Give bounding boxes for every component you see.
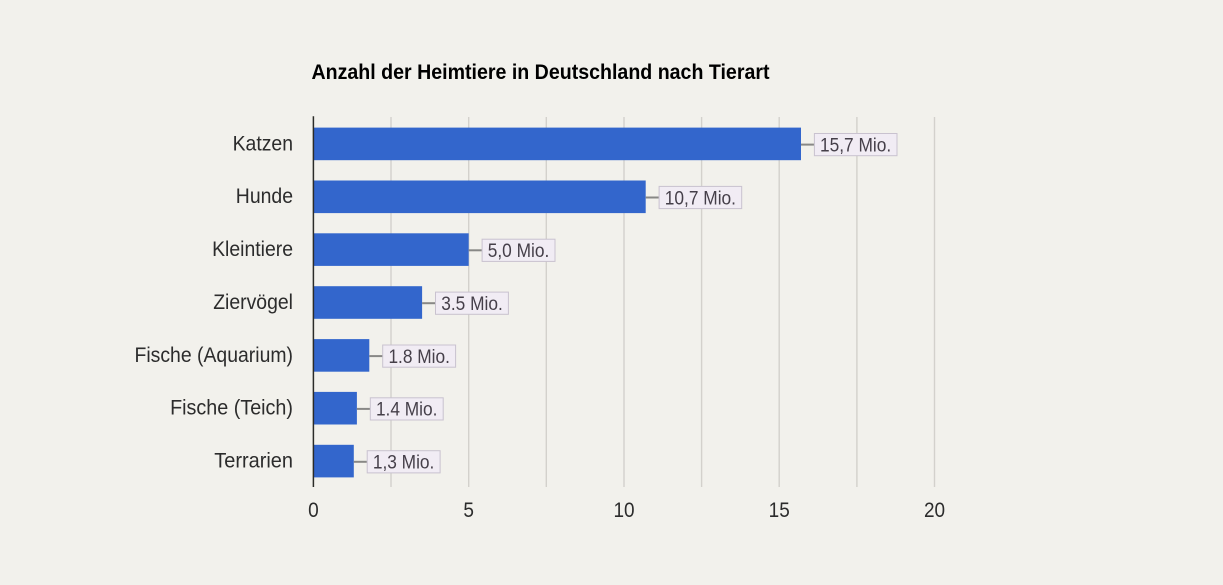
svg-text:10,7 Mio.: 10,7 Mio.	[665, 187, 736, 209]
svg-text:1,3 Mio.: 1,3 Mio.	[373, 452, 435, 474]
svg-text:5,0 Mio.: 5,0 Mio.	[488, 240, 550, 262]
svg-text:15: 15	[769, 499, 790, 522]
svg-text:20: 20	[924, 499, 945, 522]
svg-text:1.4 Mio.: 1.4 Mio.	[376, 399, 438, 421]
svg-text:Ziervögel: Ziervögel	[213, 291, 293, 314]
svg-text:5: 5	[463, 499, 474, 522]
svg-text:Fische (Aquarium): Fische (Aquarium)	[135, 344, 294, 367]
svg-text:Anzahl der Heimtiere in Deutsc: Anzahl der Heimtiere in Deutschland nach…	[312, 60, 770, 84]
svg-text:0: 0	[308, 499, 319, 522]
svg-text:15,7 Mio.: 15,7 Mio.	[820, 134, 891, 156]
svg-text:1.8 Mio.: 1.8 Mio.	[388, 346, 450, 368]
svg-text:Fische (Teich): Fische (Teich)	[170, 397, 293, 420]
svg-text:10: 10	[613, 499, 634, 522]
svg-text:Kleintiere: Kleintiere	[212, 238, 293, 261]
svg-text:Terrarien: Terrarien	[214, 450, 293, 473]
svg-text:Katzen: Katzen	[233, 132, 293, 155]
svg-text:3.5 Mio.: 3.5 Mio.	[441, 293, 503, 315]
svg-text:Hunde: Hunde	[236, 185, 293, 208]
